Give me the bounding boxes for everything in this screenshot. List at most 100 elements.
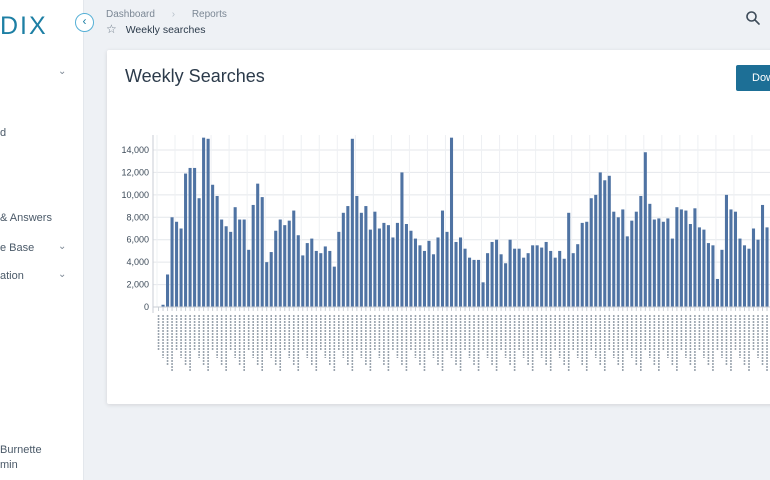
chart-bar[interactable] <box>332 266 336 307</box>
chart-bar[interactable] <box>675 207 679 307</box>
chart-bar[interactable] <box>540 247 544 307</box>
chart-bar[interactable] <box>679 209 683 307</box>
chart-bar[interactable] <box>184 173 188 307</box>
chart-bar[interactable] <box>549 250 553 307</box>
chart-bar[interactable] <box>413 238 417 307</box>
chart-bar[interactable] <box>431 254 436 307</box>
chart-bar[interactable] <box>256 183 260 307</box>
chart-bar[interactable] <box>454 241 458 307</box>
chart-bar[interactable] <box>328 250 332 307</box>
chart-bar[interactable] <box>292 210 296 307</box>
chart-bar[interactable] <box>404 224 408 307</box>
chart-bar[interactable] <box>603 180 607 307</box>
chart-bar[interactable] <box>661 221 665 307</box>
chart-bar[interactable] <box>513 248 517 307</box>
chart-bar[interactable] <box>260 197 264 307</box>
chart-bar[interactable] <box>323 246 327 307</box>
chart-bar[interactable] <box>229 231 233 307</box>
chart-bar[interactable] <box>265 262 269 307</box>
chart-bar[interactable] <box>594 194 598 307</box>
chart-bar[interactable] <box>720 249 724 307</box>
chart-bar[interactable] <box>364 206 368 307</box>
breadcrumb-reports[interactable]: Reports <box>191 9 227 20</box>
chart-bar[interactable] <box>346 206 350 307</box>
chart-bar[interactable] <box>436 237 440 307</box>
chart-bar[interactable] <box>616 217 620 307</box>
chart-bar[interactable] <box>409 230 413 307</box>
chart-bar[interactable] <box>278 219 282 307</box>
chart-bar[interactable] <box>377 228 381 308</box>
chart-bar[interactable] <box>355 195 359 307</box>
chart-bar[interactable] <box>458 237 463 307</box>
chart-bar[interactable] <box>477 259 481 307</box>
chart-bar[interactable] <box>238 219 242 307</box>
chart-bar[interactable] <box>670 238 674 307</box>
chart-bar[interactable] <box>166 274 170 307</box>
chart-bar[interactable] <box>197 198 201 307</box>
chart-bar[interactable] <box>445 231 449 307</box>
chart-bar[interactable] <box>283 225 287 307</box>
chart-bar[interactable] <box>697 227 701 307</box>
chart-bar[interactable] <box>517 248 521 307</box>
chart-bar[interactable] <box>531 245 535 307</box>
chart-bar[interactable] <box>215 195 219 307</box>
chart-bar[interactable] <box>747 248 751 307</box>
user-name[interactable]: Burnette <box>0 444 42 456</box>
collapse-sidebar-button[interactable]: ‹ <box>75 13 94 32</box>
chart-bar[interactable] <box>314 250 318 307</box>
chart-bar[interactable] <box>274 230 278 307</box>
chart-bar[interactable] <box>468 257 472 307</box>
chart-bar[interactable] <box>251 204 255 307</box>
chart-bar[interactable] <box>711 245 715 307</box>
chart-bar[interactable] <box>486 253 490 307</box>
chart-bar[interactable] <box>472 259 476 307</box>
chart-bar[interactable] <box>202 137 206 307</box>
chart-bar[interactable] <box>688 224 692 307</box>
chart-bar[interactable] <box>490 241 494 307</box>
chart-bar[interactable] <box>724 194 728 307</box>
chart-bar[interactable] <box>418 245 422 307</box>
chart-bar[interactable] <box>382 222 386 307</box>
chart-bar[interactable] <box>350 138 354 307</box>
chart-bar[interactable] <box>449 137 454 307</box>
chart-bar[interactable] <box>188 167 192 307</box>
chart-bar[interactable] <box>657 218 661 307</box>
chart-bar[interactable] <box>684 210 688 307</box>
chart-bar[interactable] <box>742 245 747 307</box>
chart-bar[interactable] <box>702 229 706 307</box>
chart-bar[interactable] <box>495 239 499 307</box>
search-icon[interactable] <box>745 10 761 26</box>
chart-bar[interactable] <box>733 211 738 307</box>
sidebar-item-knowledge-base[interactable]: e Base ⌄ <box>0 240 83 256</box>
chart-bar[interactable] <box>738 238 742 307</box>
chart-bar[interactable] <box>562 258 566 307</box>
chart-bar[interactable] <box>760 204 765 307</box>
chart-bar[interactable] <box>643 152 647 307</box>
chart-bar[interactable] <box>666 218 670 307</box>
chart-bar[interactable] <box>598 172 602 307</box>
chart-bar[interactable] <box>553 257 557 307</box>
chart-bar[interactable] <box>558 250 562 307</box>
chart-bar[interactable] <box>422 250 426 307</box>
chart-bar[interactable] <box>729 209 733 307</box>
chart-bar[interactable] <box>625 236 629 307</box>
chart-bar[interactable] <box>589 198 593 307</box>
chart-bar[interactable] <box>634 211 638 307</box>
chart-bar[interactable] <box>580 222 584 307</box>
chart-bar[interactable] <box>544 241 548 307</box>
chart-bar[interactable] <box>440 210 445 307</box>
chart-bar[interactable] <box>206 138 210 307</box>
chart-bar[interactable] <box>319 253 323 307</box>
chart-bar[interactable] <box>504 263 508 307</box>
chart-bar[interactable] <box>607 175 611 307</box>
chart-bar[interactable] <box>170 217 174 307</box>
chart-bar[interactable] <box>193 167 197 307</box>
chart-bar[interactable] <box>693 208 697 307</box>
chart-bar[interactable] <box>386 225 390 307</box>
sidebar-item-questions-answers[interactable]: & Answers <box>0 212 52 224</box>
chart-bar[interactable] <box>391 237 395 307</box>
chart-bar[interactable] <box>522 257 526 307</box>
chart-bar[interactable] <box>305 243 309 307</box>
chart-bar[interactable] <box>233 207 237 307</box>
chart-bar[interactable] <box>161 304 165 307</box>
